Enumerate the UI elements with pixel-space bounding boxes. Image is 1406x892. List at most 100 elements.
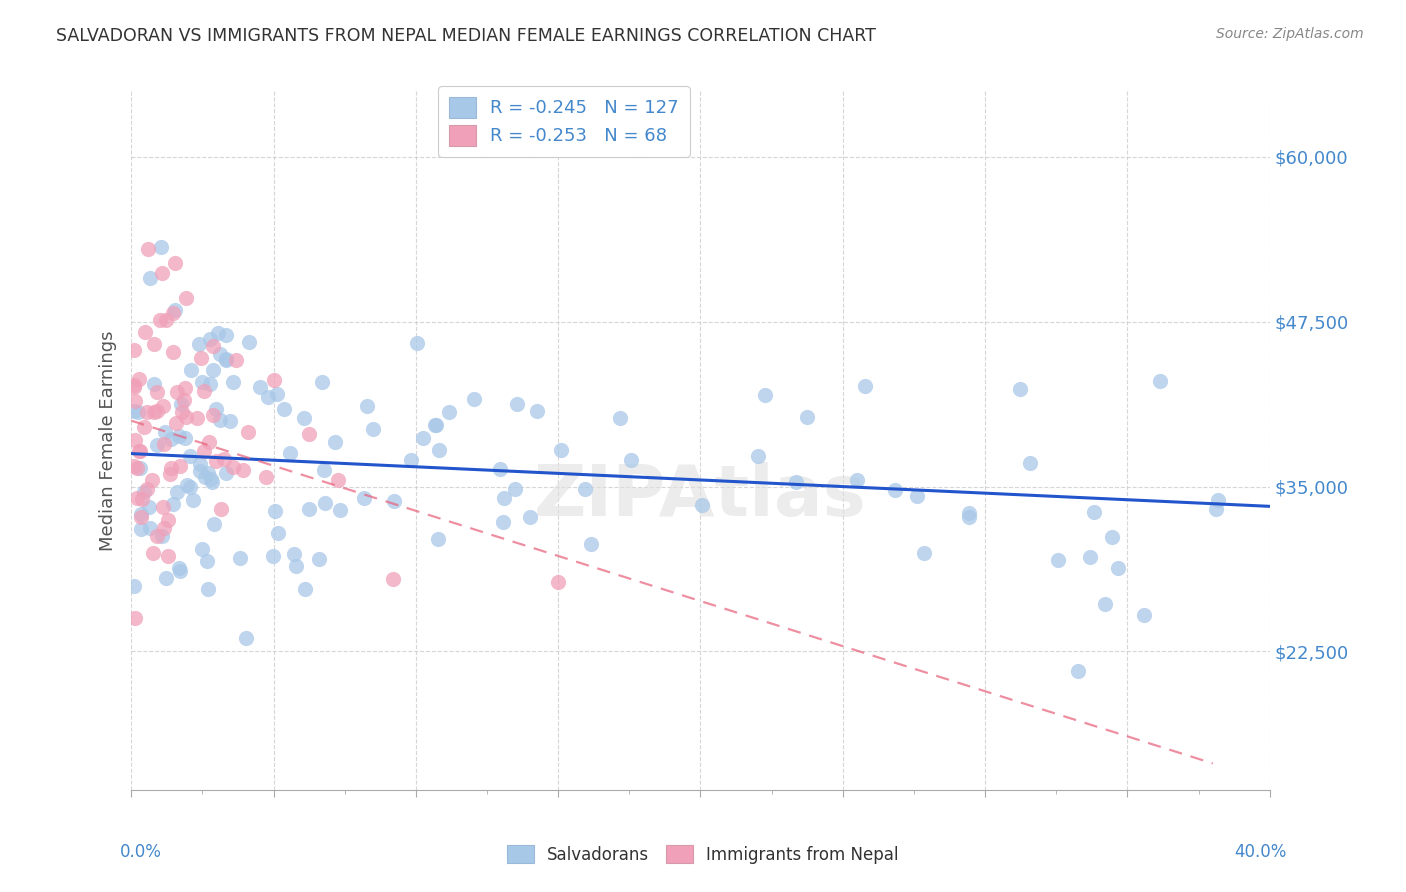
Point bbox=[489, 462, 512, 476]
Point bbox=[122, 379, 145, 393]
Point bbox=[195, 554, 218, 568]
Point bbox=[131, 507, 153, 521]
Point bbox=[122, 459, 145, 474]
Point bbox=[754, 387, 776, 401]
Point bbox=[200, 377, 222, 392]
Point bbox=[314, 463, 336, 477]
Point bbox=[266, 387, 288, 401]
Point bbox=[262, 549, 284, 563]
Point bbox=[506, 397, 529, 411]
Point bbox=[174, 291, 197, 305]
Point bbox=[174, 381, 197, 395]
Point bbox=[212, 452, 235, 467]
Point bbox=[127, 461, 149, 475]
Point bbox=[292, 410, 315, 425]
Point bbox=[174, 431, 197, 445]
Point bbox=[162, 344, 184, 359]
Point bbox=[314, 496, 336, 510]
Point bbox=[128, 372, 150, 386]
Point bbox=[163, 302, 186, 317]
Point bbox=[152, 399, 174, 413]
Point bbox=[128, 444, 150, 458]
Point bbox=[382, 494, 405, 508]
Point bbox=[1149, 375, 1171, 389]
Point bbox=[550, 442, 572, 457]
Text: 0.0%: 0.0% bbox=[120, 843, 162, 861]
Point bbox=[846, 473, 869, 487]
Point bbox=[135, 482, 157, 496]
Point bbox=[609, 411, 631, 425]
Point bbox=[159, 460, 181, 475]
Point bbox=[162, 306, 184, 320]
Point bbox=[323, 435, 346, 450]
Point bbox=[166, 484, 188, 499]
Point bbox=[423, 417, 446, 432]
Point bbox=[146, 529, 169, 543]
Point bbox=[229, 550, 252, 565]
Point bbox=[124, 579, 146, 593]
Y-axis label: Median Female Earnings: Median Female Earnings bbox=[100, 330, 117, 550]
Text: 40.0%: 40.0% bbox=[1234, 843, 1286, 861]
Point bbox=[179, 449, 201, 463]
Point bbox=[1132, 607, 1154, 622]
Point bbox=[127, 404, 149, 418]
Point bbox=[188, 464, 211, 478]
Point bbox=[163, 256, 186, 270]
Point bbox=[202, 408, 225, 422]
Point bbox=[129, 522, 152, 536]
Point bbox=[257, 390, 280, 404]
Point bbox=[169, 458, 191, 473]
Point bbox=[1205, 501, 1227, 516]
Point bbox=[492, 515, 515, 529]
Point bbox=[326, 473, 349, 487]
Point bbox=[222, 376, 245, 390]
Point bbox=[160, 432, 183, 446]
Point bbox=[284, 558, 307, 573]
Point bbox=[131, 492, 153, 507]
Point bbox=[146, 403, 169, 417]
Point bbox=[202, 363, 225, 377]
Point bbox=[124, 394, 146, 409]
Point bbox=[1208, 492, 1230, 507]
Point bbox=[547, 574, 569, 589]
Point bbox=[138, 521, 160, 535]
Point bbox=[169, 565, 191, 579]
Point bbox=[853, 378, 876, 392]
Point bbox=[188, 457, 211, 471]
Point bbox=[912, 546, 935, 560]
Point bbox=[254, 470, 277, 484]
Point bbox=[176, 478, 198, 492]
Point bbox=[124, 611, 146, 625]
Point bbox=[193, 384, 215, 398]
Point bbox=[273, 402, 295, 417]
Point bbox=[165, 416, 187, 430]
Point bbox=[692, 498, 714, 512]
Legend: Salvadorans, Immigrants from Nepal: Salvadorans, Immigrants from Nepal bbox=[501, 838, 905, 871]
Point bbox=[141, 473, 163, 487]
Point bbox=[200, 472, 222, 486]
Point bbox=[209, 413, 232, 427]
Point bbox=[283, 547, 305, 561]
Point bbox=[267, 525, 290, 540]
Point bbox=[122, 404, 145, 418]
Point bbox=[957, 506, 980, 520]
Point bbox=[329, 503, 352, 517]
Point bbox=[170, 397, 193, 411]
Point bbox=[155, 312, 177, 326]
Point bbox=[361, 422, 384, 436]
Point bbox=[219, 414, 242, 428]
Point bbox=[155, 571, 177, 585]
Point bbox=[180, 362, 202, 376]
Point bbox=[131, 510, 153, 524]
Point bbox=[139, 270, 162, 285]
Point bbox=[215, 328, 238, 343]
Point bbox=[232, 463, 254, 477]
Point bbox=[170, 405, 193, 419]
Point bbox=[235, 631, 257, 645]
Point bbox=[149, 313, 172, 327]
Point bbox=[425, 418, 447, 433]
Point bbox=[138, 500, 160, 514]
Point bbox=[356, 400, 378, 414]
Point bbox=[427, 533, 450, 547]
Point bbox=[205, 454, 228, 468]
